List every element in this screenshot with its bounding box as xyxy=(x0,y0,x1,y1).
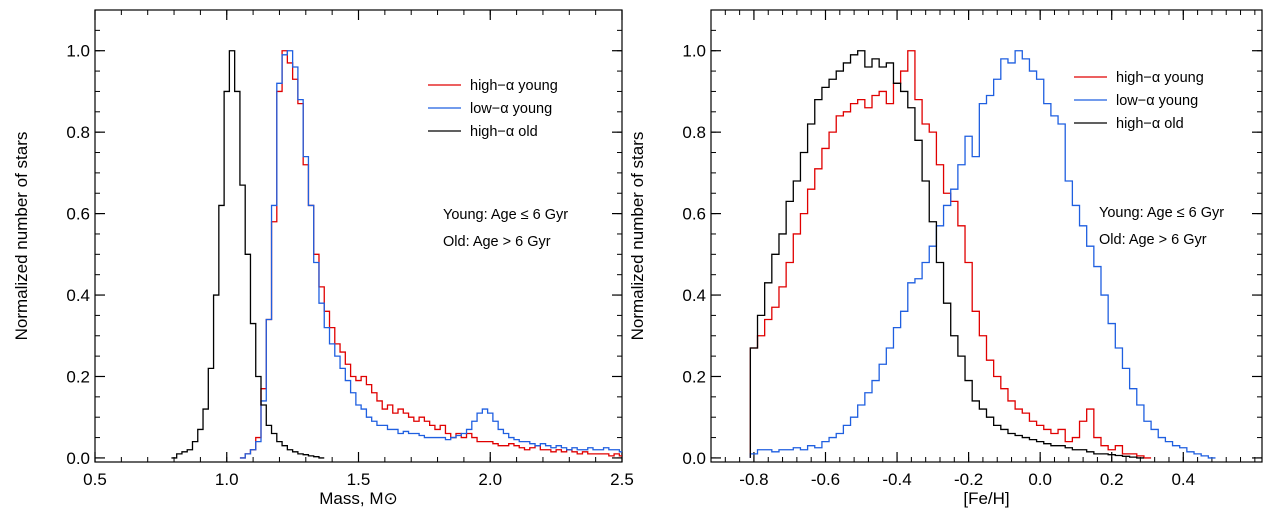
y-tick-label: 0.8 xyxy=(66,123,90,142)
y-tick-label: 0.2 xyxy=(66,367,90,386)
plot-frame xyxy=(710,9,1263,463)
y-tick-label: 0.0 xyxy=(682,449,706,468)
y-tick-label: 0.2 xyxy=(682,367,706,386)
y-tick-label: 0.6 xyxy=(682,205,706,224)
legend-label: high−α young xyxy=(1116,70,1204,86)
y-tick-label: 0.4 xyxy=(682,286,706,305)
series-line-3 xyxy=(171,50,325,459)
annotation-text: Young: Age ≤ 6 Gyr xyxy=(1099,205,1224,221)
y-tick-label: 1.0 xyxy=(66,42,90,61)
annotation-text: Old: Age > 6 Gyr xyxy=(443,234,551,250)
x-tick-label: 0.4 xyxy=(1171,470,1195,489)
legend-label: high−α old xyxy=(1116,116,1184,132)
x-tick-label: 0.2 xyxy=(1100,470,1124,489)
y-tick-label: 0.8 xyxy=(682,123,706,142)
x-tick-label: -0.8 xyxy=(739,470,768,489)
y-tick-label: 0.4 xyxy=(66,286,90,305)
chart-panel-2: -0.8 -0.6 -0.4 -0.2 0.0 0.2 0.4 0.0 0.2 0.4 0.6 0.8… xyxy=(628,9,1263,508)
y-tick-label: 0.0 xyxy=(66,449,90,468)
legend-label: low−α young xyxy=(470,101,552,117)
x-tick-label: 1.0 xyxy=(215,470,239,489)
y-tick-label: 0.6 xyxy=(66,205,90,224)
x-tick-label: -0.4 xyxy=(882,470,911,489)
y-tick-label: 1.0 xyxy=(682,42,706,61)
chart-panel-1: 0.5 1.0 1.5 2.0 2.5 0.0 0.2 0.4 0.6 0.8 1.0 Mass, M… xyxy=(12,9,634,508)
annotation-text: Old: Age > 6 Gyr xyxy=(1099,232,1207,248)
y-axis-title: Normalized number of stars xyxy=(12,132,31,341)
annotation-text: Young: Age ≤ 6 Gyr xyxy=(443,207,568,223)
legend-label: high−α young xyxy=(470,78,558,94)
legend-label: high−α old xyxy=(470,124,538,140)
x-tick-label: 0.0 xyxy=(1028,470,1052,489)
x-tick-label: 2.5 xyxy=(610,470,634,489)
x-tick-label: 0.5 xyxy=(83,470,107,489)
series-line-2 xyxy=(749,50,1216,459)
x-axis-title: [Fe/H] xyxy=(963,489,1009,508)
x-tick-label: 2.0 xyxy=(478,470,502,489)
series-line-3 xyxy=(749,50,1144,459)
x-tick-label: -0.6 xyxy=(811,470,840,489)
legend-label: low−α young xyxy=(1116,93,1198,109)
x-tick-label: -0.2 xyxy=(954,470,983,489)
series-line-2 xyxy=(239,50,622,459)
x-axis-title: Mass, M⊙ xyxy=(319,489,397,508)
x-tick-label: 1.5 xyxy=(347,470,371,489)
series-line-1 xyxy=(749,50,1152,459)
y-axis-title: Normalized number of stars xyxy=(628,132,647,341)
